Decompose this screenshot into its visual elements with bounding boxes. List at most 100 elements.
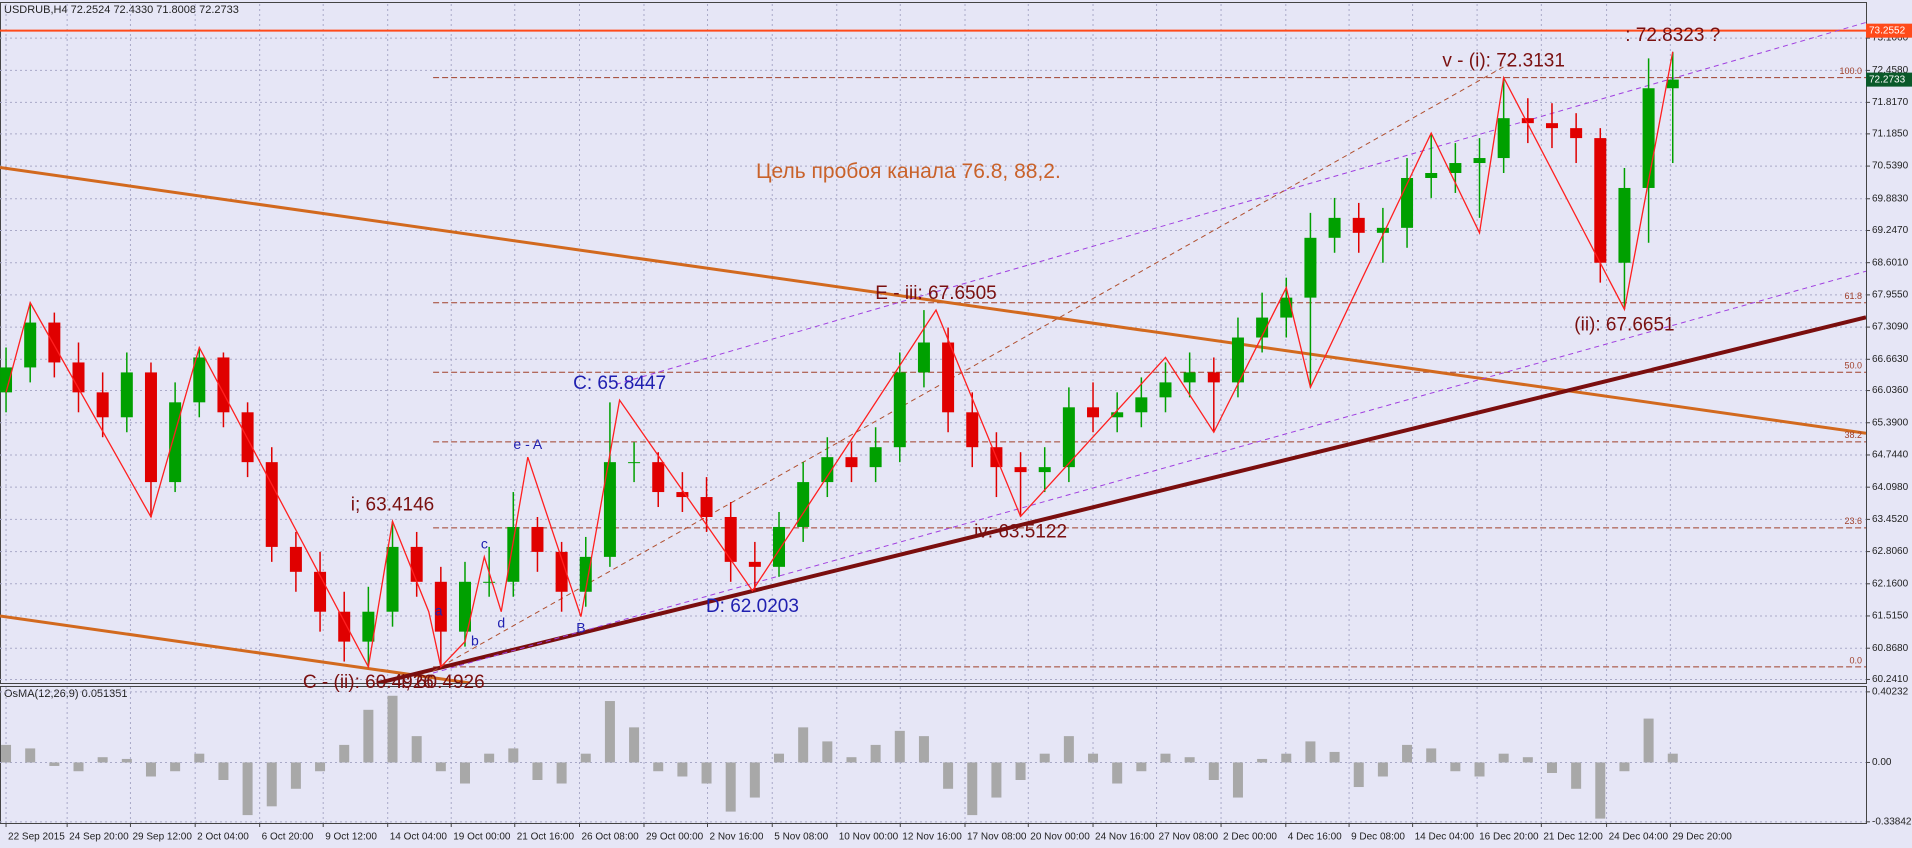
- osma-bar: [25, 748, 36, 763]
- wave-label: D: 62.0203: [706, 596, 799, 617]
- osma-bar: [918, 736, 929, 763]
- osma-frame: [0, 686, 1867, 824]
- candle-body: [893, 372, 906, 448]
- candle-body: [531, 526, 544, 552]
- candle-body: [289, 546, 302, 572]
- osma-bar: [556, 762, 567, 784]
- trendline: [615, 21, 1866, 385]
- osma-bar: [242, 762, 253, 816]
- osma-bar: [218, 762, 229, 781]
- y-tick-label: 61.5150: [1872, 611, 1909, 622]
- candle-body: [966, 412, 979, 448]
- y-tick-label: 67.9550: [1872, 290, 1909, 301]
- trendline: [377, 315, 1866, 683]
- x-tick-label: 26 Oct 08:00: [581, 832, 639, 843]
- candle-body: [1376, 227, 1389, 233]
- osma-bar: [49, 762, 60, 766]
- osma-bar: [1136, 762, 1147, 772]
- osma-bar: [1, 744, 12, 763]
- y-tick-label: 66.6630: [1872, 354, 1909, 365]
- candle-body: [1159, 382, 1172, 398]
- candle-body: [748, 561, 761, 567]
- osma-bar: [1498, 753, 1509, 763]
- candle-body: [1545, 123, 1558, 129]
- osma-bar: [701, 762, 712, 784]
- fib-label: 100.0: [1839, 66, 1862, 76]
- osma-bar: [1160, 753, 1171, 763]
- osma-bar: [532, 762, 543, 781]
- candle-body: [1352, 217, 1365, 233]
- y-tick-label: 71.8170: [1872, 97, 1909, 108]
- price-box: [1866, 23, 1912, 38]
- y-tick-label: 64.0980: [1872, 482, 1909, 493]
- current-price: 72.2733: [1869, 74, 1906, 85]
- resistance-label: 73.2552: [1869, 25, 1906, 36]
- y-tick-label: 60.8680: [1872, 643, 1909, 654]
- candle-body: [1570, 128, 1583, 139]
- chart-title: USDRUB,H4 72.2524 72.4330 71.8008 72.273…: [4, 4, 239, 16]
- zigzag-line: [5, 51, 1674, 669]
- osma-bar: [580, 753, 591, 763]
- y-tick-label: 64.7440: [1872, 450, 1909, 461]
- wave-label: e - A: [513, 436, 542, 452]
- x-tick-label: 14 Dec 04:00: [1415, 832, 1475, 843]
- x-tick-label: 21 Dec 12:00: [1543, 832, 1603, 843]
- osma-bar: [435, 762, 446, 772]
- candle-body: [338, 611, 351, 642]
- candle-body: [1642, 88, 1655, 188]
- osma-bar: [1184, 757, 1195, 763]
- candle-body: [869, 447, 882, 468]
- osma-bar: [894, 730, 905, 763]
- candle-body: [942, 342, 955, 413]
- price-box: [1866, 72, 1912, 87]
- candle-body: [773, 526, 786, 567]
- wave-label: v - (i): 72.3131: [1442, 51, 1565, 72]
- y-tick-label: 73.1060: [1872, 33, 1909, 44]
- candle-body: [1425, 173, 1438, 178]
- y-tick-label: 72.4580: [1872, 65, 1909, 76]
- wave-label: (ii): 67.6651: [1574, 314, 1674, 335]
- x-tick-label: 9 Oct 12:00: [325, 832, 377, 843]
- x-tick-label: 17 Nov 08:00: [967, 832, 1027, 843]
- trendline: [0, 614, 471, 683]
- osma-bar: [1377, 762, 1388, 777]
- x-tick-label: 2 Nov 16:00: [710, 832, 764, 843]
- y-tick-label: 63.4520: [1872, 514, 1909, 525]
- candle-body: [386, 546, 399, 612]
- candle-body: [1231, 337, 1244, 383]
- y-tick-label: 70.5390: [1872, 161, 1909, 172]
- candle-body: [48, 322, 61, 363]
- x-tick-label: 24 Nov 16:00: [1095, 832, 1155, 843]
- osma-bar: [967, 762, 978, 816]
- osma-bar: [1643, 718, 1654, 763]
- osma-bar: [677, 762, 688, 777]
- x-tick-label: 2 Oct 04:00: [197, 832, 249, 843]
- y-tick-label: 0.40232: [1872, 686, 1909, 697]
- candle-body: [700, 497, 713, 517]
- osma-bar: [1426, 748, 1437, 763]
- candle-body: [555, 551, 568, 592]
- osma-bar: [1063, 736, 1074, 763]
- candle-body: [410, 546, 423, 582]
- x-tick-label: 22 Sep 2015: [8, 832, 65, 843]
- x-tick-label: 10 Nov 00:00: [839, 832, 899, 843]
- y-tick-label: 69.2470: [1872, 225, 1909, 236]
- candle-body: [1618, 187, 1631, 263]
- x-tick-label: 12 Nov 16:00: [902, 832, 962, 843]
- osma-bar: [1088, 753, 1099, 763]
- fib-label: 38.2: [1844, 430, 1862, 440]
- osma-bar: [1112, 762, 1123, 784]
- candle-body: [120, 372, 133, 418]
- candle-body: [265, 462, 278, 547]
- main-frame: [0, 2, 1867, 684]
- candle-body: [241, 412, 254, 463]
- candle-body: [1497, 118, 1510, 159]
- osma-bar: [194, 753, 205, 763]
- osma-bar: [1039, 753, 1050, 763]
- candle-body: [1062, 407, 1075, 468]
- osma-bar: [725, 762, 736, 812]
- osma-bar: [749, 762, 760, 798]
- candle-body: [483, 581, 496, 583]
